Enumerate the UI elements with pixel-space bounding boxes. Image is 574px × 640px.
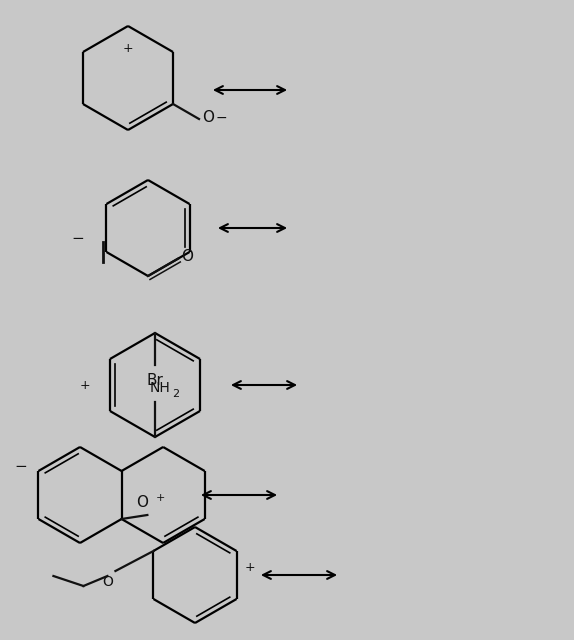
Text: O: O [181,249,193,264]
Text: +: + [123,42,133,55]
Text: +: + [80,378,90,392]
Text: −: − [216,111,228,125]
Text: O: O [103,575,114,589]
Text: +: + [245,561,255,574]
Text: −: − [72,230,84,246]
Text: O: O [202,109,214,125]
Text: −: − [14,459,27,474]
Text: Br: Br [147,373,164,388]
Text: +: + [156,493,165,503]
Text: NH: NH [150,381,170,395]
Text: O: O [137,495,148,510]
Text: 2: 2 [172,389,179,399]
